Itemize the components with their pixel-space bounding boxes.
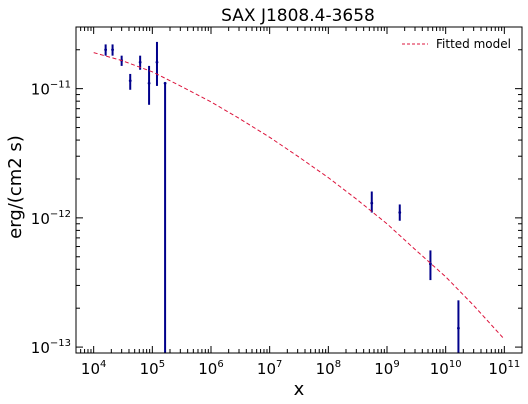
y-tick-label-1e−13: 10−13 (31, 338, 71, 357)
y-tick-label-1e−11: 10−11 (31, 80, 71, 99)
data-point-10 (398, 211, 402, 214)
plot-frame (75, 26, 523, 354)
axis-ticks: 104 105 106 107 108 109 1010 1011 10−13 10−12 10−1… (31, 26, 523, 378)
data-point-11 (429, 262, 432, 266)
x-tick-label-1e7: 107 (257, 359, 282, 378)
x-tick-label-1e5: 105 (140, 359, 165, 378)
chart-title: SAX J1808.4-3658 (221, 6, 375, 26)
data-point-8 (163, 81, 167, 85)
plot-area (93, 41, 505, 353)
data-point-2 (111, 48, 114, 52)
data-point-4 (128, 79, 132, 83)
x-tick-label-1e8: 108 (316, 359, 341, 378)
x-tick-label-1e10: 1010 (430, 359, 462, 378)
y-axis-label: erg/(cm2 s) (5, 135, 26, 239)
data-point-7 (155, 60, 159, 64)
y-tick-label-1e−12: 10−12 (31, 209, 71, 228)
legend: Fitted model (402, 37, 511, 51)
data-point-9 (370, 201, 374, 205)
data-point-6 (147, 81, 151, 85)
x-tick-label-1e11: 1011 (488, 359, 520, 378)
x-tick-label-1e4: 104 (81, 359, 106, 378)
legend-label-fitted-model: Fitted model (436, 37, 511, 51)
x-tick-label-1e9: 109 (374, 359, 399, 378)
data-point-5 (138, 60, 142, 64)
x-axis-label: x (294, 379, 305, 400)
data-point-1 (104, 48, 108, 52)
fitted-model-line (93, 52, 505, 340)
x-tick-label-1e6: 106 (198, 359, 223, 378)
data-point-12 (457, 326, 460, 330)
